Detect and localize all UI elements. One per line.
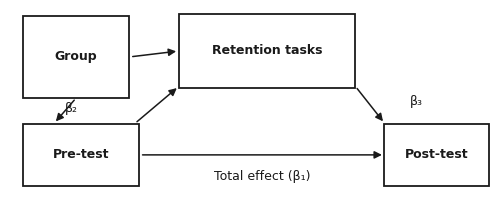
Text: Post-test: Post-test bbox=[404, 148, 468, 161]
Text: Retention tasks: Retention tasks bbox=[212, 45, 322, 58]
Text: β₃: β₃ bbox=[410, 95, 423, 108]
FancyBboxPatch shape bbox=[24, 124, 138, 186]
FancyBboxPatch shape bbox=[179, 14, 356, 88]
Text: Pre-test: Pre-test bbox=[52, 148, 109, 161]
Text: Group: Group bbox=[54, 50, 98, 63]
FancyBboxPatch shape bbox=[24, 16, 128, 98]
Text: β₂: β₂ bbox=[64, 102, 78, 115]
Text: Total effect (β₁): Total effect (β₁) bbox=[214, 170, 310, 183]
FancyBboxPatch shape bbox=[384, 124, 489, 186]
